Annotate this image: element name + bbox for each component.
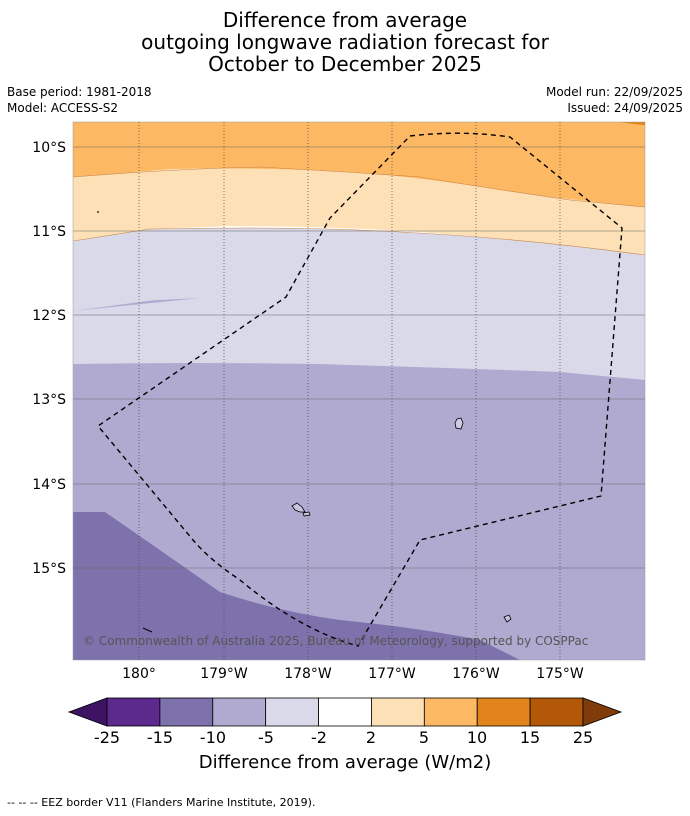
lon-label: 180°: [122, 666, 156, 682]
colorbar: [67, 697, 623, 727]
colorbar-tick: -25: [94, 728, 120, 747]
colorbar-label: Difference from average (W/m2): [198, 752, 492, 773]
colorbar-tick: -2: [311, 728, 327, 747]
colorbar-extend-low: [67, 697, 108, 727]
map-plot-area: © Commonwealth of Australia 2025, Bureau…: [73, 122, 645, 660]
meta-right: Model run: 22/09/2025 Issued: 24/09/2025: [546, 84, 683, 116]
island-outline: [503, 614, 512, 623]
copyright-notice: © Commonwealth of Australia 2025, Bureau…: [83, 634, 588, 648]
title-line-3: October to December 2025: [208, 52, 482, 76]
chart-title: Difference from average outgoing longwav…: [0, 9, 690, 75]
colorbar-tick: 2: [366, 728, 376, 747]
island-outline: [302, 511, 311, 517]
latitude-labels: 10°S 11°S 12°S 13°S 14°S 15°S: [32, 140, 66, 577]
colorbar-tick: 10: [467, 728, 487, 747]
colorbar-segment: [212, 697, 267, 727]
colorbar-tick: 15: [520, 728, 540, 747]
lat-label: 12°S: [32, 308, 66, 324]
title-line-2: outgoing longwave radiation forecast for: [141, 30, 549, 54]
colorbar-tick: -15: [147, 728, 173, 747]
title-line-1: Difference from average: [222, 8, 468, 32]
meta-left: Base period: 1981-2018 Model: ACCESS-S2: [7, 84, 152, 116]
lon-label: 176°W: [452, 666, 500, 682]
island-outline: [97, 211, 99, 213]
eez-border: [96, 132, 623, 647]
graticule-parallels: [73, 146, 645, 569]
island-outline: [291, 502, 306, 513]
colorbar-segment: [476, 697, 531, 727]
longitude-labels: 180° 179°W 178°W 177°W 176°W 175°W: [122, 666, 584, 682]
colorbar-tick: -10: [200, 728, 226, 747]
colorbar-segment: [371, 697, 425, 727]
lat-label: 15°S: [32, 561, 66, 577]
lon-label: 178°W: [284, 666, 332, 682]
band-10-to-15: [620, 122, 645, 125]
lon-label: 177°W: [368, 666, 416, 682]
band-5-to-10: [73, 122, 645, 207]
island-outline: [142, 627, 153, 633]
colorbar-segment: [318, 697, 372, 727]
model-name: Model: ACCESS-S2: [7, 101, 119, 115]
colorbar-segment: [265, 697, 319, 727]
island-outline: [454, 417, 464, 430]
lat-label: 14°S: [32, 477, 66, 493]
colorbar-segment: [159, 697, 214, 727]
lat-label: 13°S: [32, 392, 66, 408]
colorbar-tick: 25: [573, 728, 593, 747]
colorbar-tick: 5: [419, 728, 429, 747]
colorbar-tick-labels: -25 -15 -10 -5 -2 2 5 10 15 25: [94, 728, 593, 747]
colorbar-segment: [106, 697, 161, 727]
lat-label: 10°S: [32, 140, 66, 156]
band-minus-10-to-minus-15: [73, 512, 520, 660]
lon-label: 179°W: [200, 666, 248, 682]
colorbar-tick: -5: [258, 728, 274, 747]
model-run: Model run: 22/09/2025: [545, 85, 683, 99]
lon-label: 175°W: [536, 666, 584, 682]
issued-date: Issued: 24/09/2025: [567, 101, 683, 115]
lat-label: 11°S: [32, 224, 66, 240]
colorbar-extend-high: [582, 697, 623, 727]
colorbar-segment: [529, 697, 584, 727]
colorbar-segment: [423, 697, 478, 727]
eez-legend-note: -- -- -- EEZ border V11 (Flanders Marine…: [7, 796, 316, 809]
base-period: Base period: 1981-2018: [7, 85, 152, 99]
